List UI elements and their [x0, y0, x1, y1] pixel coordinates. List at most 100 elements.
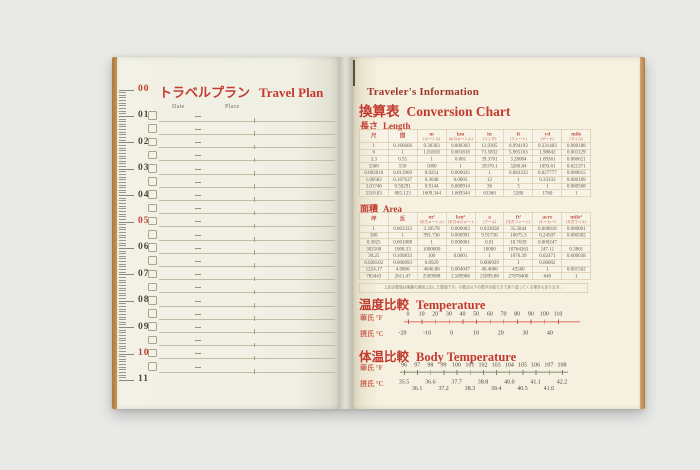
table-cell: 39370.1 — [474, 162, 505, 170]
column-header: ft² (平方フィート) — [503, 212, 534, 226]
column-header: m (メートル) — [416, 129, 447, 143]
table-cell — [445, 258, 476, 267]
fahrenheit-label: 華氏 °F — [360, 314, 383, 322]
length-table: 尺間 m (メートル) km (キロメートル) in (インチ) ft (フィート) yd (ヤード… — [359, 129, 591, 197]
ruler-minor-tick — [119, 292, 126, 294]
plan-row — [148, 333, 335, 348]
table-cell: 0.028102 — [359, 258, 389, 267]
table-cell: 0.621371 — [561, 162, 591, 170]
date-dash — [195, 287, 201, 289]
ruler-minor-tick — [119, 147, 126, 149]
body-temperature-scale-line — [400, 371, 568, 373]
table-cell: 0.000382 — [561, 231, 591, 240]
ruler-minor-tick — [119, 213, 126, 215]
checkbox — [148, 362, 157, 371]
ruler-minor-tick — [119, 348, 126, 350]
binding-stitch — [353, 60, 355, 86]
place-divider-tick — [254, 329, 255, 334]
checkbox — [148, 335, 157, 345]
scale-tick — [456, 370, 458, 375]
place-divider-tick — [254, 303, 255, 308]
ruler-minor-tick — [119, 134, 126, 136]
table-cell: 0.000001 — [445, 238, 476, 246]
table-cell: 300 — [359, 231, 389, 240]
length-section-label: 長さ Length — [360, 121, 411, 131]
page-title: トラベルプラン Travel Plan — [159, 82, 323, 101]
table-cell: 0.000003 — [445, 225, 476, 233]
table-row: 0.028102 0.000093 0.0929 0.000929 1 0.00002 — [359, 258, 591, 267]
table-cell: 0.000015 — [561, 169, 591, 177]
column-header: km²(平方キロメートル) — [445, 212, 476, 226]
place-divider-tick — [254, 197, 255, 202]
ruler-minor-tick — [119, 332, 126, 334]
ruler-major-tick — [119, 353, 134, 355]
table-cell: 11.9305 — [474, 142, 505, 150]
scale-tick — [421, 319, 423, 324]
table-cell: 0.001562 — [561, 265, 591, 274]
celsius-value: 37.2 — [438, 384, 449, 392]
place-divider-tick — [254, 118, 255, 123]
ruler-minor-tick — [119, 184, 126, 186]
ruler-minor-tick — [119, 210, 126, 212]
ruler-minor-tick — [119, 107, 126, 109]
travelers-information-page: Traveler's Information 換算表 Conversion Cha… — [353, 57, 640, 409]
table-cell: 0.000001 — [561, 225, 591, 233]
ruler-minor-tick — [119, 245, 126, 247]
table-cell: 1609.344 — [416, 189, 447, 197]
place-divider-tick — [254, 237, 255, 242]
plan-rows — [117, 57, 339, 409]
plan-row — [148, 360, 335, 374]
checkbox — [148, 177, 157, 186]
table-cell: 39.3701 — [474, 155, 505, 163]
fahrenheit-value: 107 — [544, 361, 554, 368]
ruler-minor-tick — [119, 205, 126, 207]
date-dash — [195, 234, 201, 236]
table-cell: 4046.86 — [416, 265, 447, 274]
area-table-wrap: 坪反m²(平方メートル)km²(平方キロメートル)a(アール)ft²(平方フィー… — [359, 212, 700, 348]
table-cell: 0.000247 — [532, 238, 563, 246]
ruler-minor-tick — [119, 118, 126, 120]
celsius-value: 42.2 — [556, 378, 568, 385]
table-row: 3.01746 0.50291 0.9144 0.000914 36 3 1 0.000568 — [359, 182, 591, 191]
scale-tick — [408, 319, 409, 324]
fahrenheit-value: 50 — [473, 310, 480, 317]
table-cell: 0.0254 — [416, 169, 447, 177]
ruler-minor-tick — [119, 224, 126, 226]
table-cell: 0.000816 — [532, 225, 563, 233]
ruler-minor-tick — [119, 239, 126, 241]
ruler-minor-tick — [119, 290, 126, 292]
fahrenheit-value: 20 — [432, 310, 439, 317]
celsius-value: 36.1 — [411, 384, 423, 392]
date-dash — [195, 221, 201, 223]
plan-row — [148, 201, 335, 216]
ruler-minor-tick — [119, 166, 126, 168]
table-row: 3300 550 1000 1 39370.1 3280.84 1093.61 0.62137… — [359, 162, 591, 170]
table-cell: 12 — [474, 175, 505, 184]
ruler-minor-tick — [119, 121, 126, 123]
place-divider-tick — [254, 184, 255, 189]
page-stack-edge-right — [640, 57, 645, 409]
table-row: 1 0.166666 0.30303 0.000303 11.9305 0.994193 0… — [359, 142, 591, 150]
ruler-minor-tick — [119, 316, 126, 318]
scale-tick — [448, 319, 450, 324]
table-cell: 6 — [359, 148, 389, 157]
scale-tick — [489, 319, 491, 324]
scale-tick — [483, 370, 484, 375]
table-cell: 0.55 — [387, 155, 418, 163]
ruler-minor-tick — [119, 226, 126, 228]
ruler-minor-tick — [119, 279, 126, 281]
table-row: 5310.83 885.123 1609.344 1.609344 63360 5280 1… — [359, 189, 591, 197]
scale-tick — [535, 370, 537, 375]
checkbox — [148, 282, 157, 292]
place-divider-tick — [254, 342, 255, 348]
fahrenheit-value: 103 — [491, 361, 501, 368]
scale-tick — [503, 319, 505, 324]
table-cell: 3.30578 — [416, 225, 447, 233]
ruler-minor-tick — [119, 250, 126, 252]
table-cell: 1093.61 — [532, 162, 563, 170]
ruler-minor-tick — [119, 321, 126, 323]
table-cell: 43560 — [503, 265, 534, 274]
table-cell: 100 — [416, 252, 447, 260]
ruler-number: 08 — [138, 295, 150, 306]
ruler-major-tick — [119, 327, 134, 329]
